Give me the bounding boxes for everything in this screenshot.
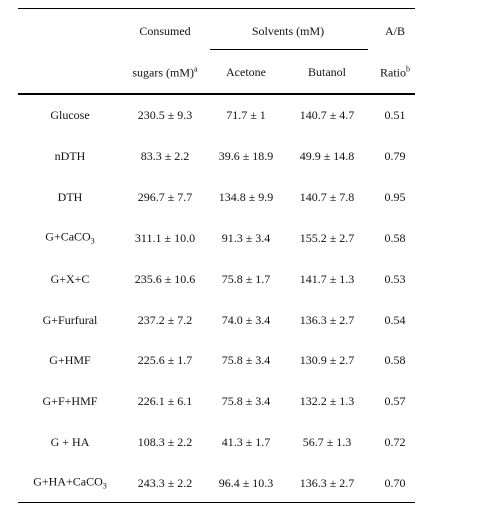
header-ab: A/B (384, 24, 406, 38)
butanol-cell: 130.9 ± 2.7 (299, 353, 355, 368)
acetone-cell: 75.8 ± 3.4 (221, 394, 271, 409)
acetone-cell: 75.8 ± 1.7 (221, 271, 271, 286)
ratio-cell: 0.72 (384, 435, 406, 450)
acetone-cell: 134.8 ± 9.9 (218, 189, 274, 204)
header-acetone: Acetone (226, 65, 266, 79)
ratio-cell: 0.79 (384, 148, 406, 163)
top-rule (18, 8, 415, 9)
row-label-sub: 3 (102, 481, 107, 491)
ratio-cell: 0.58 (384, 353, 406, 368)
row-label-sub: 3 (90, 236, 95, 246)
row-label: G+X+C (50, 271, 90, 286)
acetone-cell: 91.3 ± 3.4 (221, 230, 271, 245)
butanol-cell: 155.2 ± 2.7 (299, 230, 355, 245)
butanol-cell: 132.2 ± 1.3 (299, 394, 355, 409)
acetone-cell: 41.3 ± 1.7 (221, 435, 271, 450)
consumed-cell: 243.3 ± 2.2 (137, 476, 193, 491)
consumed-cell: 108.3 ± 2.2 (137, 435, 193, 450)
butanol-cell: 141.7 ± 1.3 (299, 271, 355, 286)
butanol-cell: 136.3 ± 2.7 (299, 476, 355, 491)
consumed-cell: 226.1 ± 6.1 (137, 394, 193, 409)
consumed-cell: 230.5 ± 9.3 (137, 108, 193, 122)
butanol-cell: 49.9 ± 14.8 (299, 148, 355, 163)
consumed-cell: 237.2 ± 7.2 (137, 312, 193, 327)
acetone-cell: 74.0 ± 3.4 (221, 312, 271, 327)
row-label: nDTH (54, 148, 86, 163)
header-ratio: Ratiob (380, 64, 410, 80)
butanol-cell: 140.7 ± 4.7 (299, 108, 355, 122)
acetone-cell: 71.7 ± 1 (226, 108, 266, 122)
ratio-cell: 0.95 (384, 189, 406, 204)
bottom-rule (18, 502, 415, 503)
consumed-cell: 225.6 ± 1.7 (137, 353, 193, 368)
header-ratio-text: Ratio (380, 65, 406, 80)
row-label: G + HA (50, 435, 90, 450)
row-label-text: G+CaCO (45, 228, 91, 243)
row-label: G+HMF (49, 353, 91, 368)
header-rule (18, 93, 415, 95)
acetone-cell: 39.6 ± 18.9 (218, 148, 274, 163)
consumed-cell: 311.1 ± 10.0 (134, 230, 196, 245)
ratio-cell: 0.53 (384, 271, 406, 286)
row-label: Glucose (50, 108, 90, 122)
header-consumed: Consumed (139, 24, 191, 38)
header-sugars: sugars (mM)a (132, 64, 198, 80)
ratio-cell: 0.70 (384, 476, 406, 491)
header-sugars-text: sugars (mM) (132, 65, 195, 80)
consumed-cell: 235.6 ± 10.6 (134, 271, 196, 286)
ratio-cell: 0.57 (384, 394, 406, 409)
solvents-rule (210, 49, 368, 50)
row-label-text: G+HA+CaCO (33, 474, 103, 489)
ratio-cell: 0.51 (384, 108, 406, 122)
row-label: G+CaCO3 (45, 230, 94, 245)
header-ratio-sup: b (406, 64, 410, 74)
ratio-cell: 0.54 (384, 312, 406, 327)
header-solvents: Solvents (mM) (251, 24, 325, 38)
header-butanol: Butanol (308, 65, 346, 79)
row-label: G+HA+CaCO3 (33, 475, 107, 490)
consumed-cell: 83.3 ± 2.2 (140, 148, 190, 163)
butanol-cell: 56.7 ± 1.3 (302, 435, 352, 450)
butanol-cell: 136.3 ± 2.7 (299, 312, 355, 327)
acetone-cell: 96.4 ± 10.3 (218, 476, 274, 491)
ratio-cell: 0.58 (384, 230, 406, 245)
row-label: DTH (57, 189, 83, 204)
row-label: G+F+HMF (42, 394, 98, 409)
row-label: G+Furfural (42, 312, 98, 327)
consumed-cell: 296.7 ± 7.7 (137, 189, 193, 204)
acetone-cell: 75.8 ± 3.4 (221, 353, 271, 368)
butanol-cell: 140.7 ± 7.8 (299, 189, 355, 204)
header-sugars-sup: a (194, 64, 198, 74)
